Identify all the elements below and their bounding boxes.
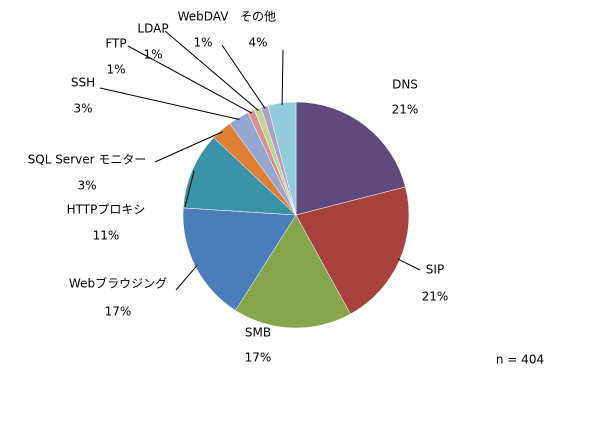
pie-slice bbox=[182, 207, 297, 311]
leader-line bbox=[184, 170, 195, 208]
category-label: FTP bbox=[105, 37, 126, 51]
pie-slice bbox=[235, 214, 351, 329]
leader-line bbox=[127, 45, 253, 114]
leader-line bbox=[281, 49, 284, 105]
category-label: LDAP bbox=[137, 22, 168, 36]
value-label: 17% bbox=[245, 351, 272, 365]
category-label: その他 bbox=[240, 10, 276, 24]
value-label: 21% bbox=[422, 290, 449, 304]
pie-slice bbox=[182, 137, 297, 216]
pie-slice bbox=[295, 101, 406, 216]
value-label: 1% bbox=[106, 63, 125, 77]
category-label: DNS bbox=[392, 78, 418, 92]
category-label: Webブラウジング bbox=[69, 276, 167, 291]
leader-line bbox=[221, 44, 266, 109]
value-label: 4% bbox=[248, 36, 267, 50]
value-label: 3% bbox=[77, 179, 96, 193]
leader-line bbox=[99, 87, 240, 120]
value-label: 3% bbox=[73, 102, 92, 116]
category-label: SIP bbox=[426, 263, 444, 277]
value-label: 11% bbox=[93, 229, 120, 243]
leader-line bbox=[397, 258, 421, 271]
category-label: WebDAV bbox=[178, 10, 230, 24]
category-label: HTTPプロキシ bbox=[67, 203, 146, 217]
leader-line bbox=[154, 131, 223, 163]
category-label: SSH bbox=[71, 76, 95, 90]
value-label: 1% bbox=[193, 36, 212, 50]
value-label: 21% bbox=[392, 103, 419, 117]
value-label: 17% bbox=[105, 305, 132, 319]
category-label: SMB bbox=[245, 326, 271, 340]
category-label: SQL Server モニター bbox=[28, 153, 147, 167]
annotation: n = 404 bbox=[496, 353, 544, 367]
value-label: 1% bbox=[143, 48, 162, 62]
leader-line bbox=[164, 30, 259, 111]
leader-line bbox=[175, 265, 198, 291]
